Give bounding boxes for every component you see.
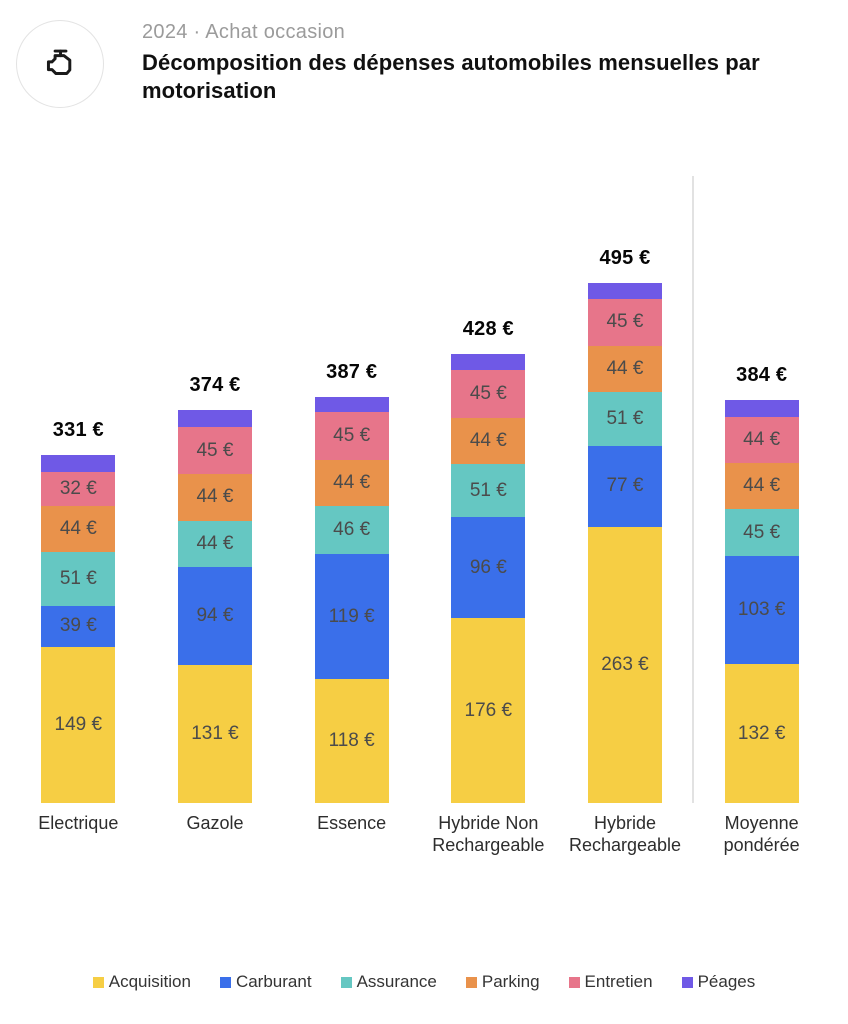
bar-segment-parking: 44 € [41, 505, 116, 552]
stacked-bar: 32 €44 €51 €39 €149 € [41, 455, 116, 803]
bar-segment-peages [587, 283, 662, 299]
chart: 331 €32 €44 €51 €39 €149 €374 €45 €44 €4… [10, 160, 830, 803]
bar-segment-carburant: 94 € [177, 566, 252, 666]
legend-swatch-icon [219, 976, 231, 988]
bar-segment-peages [724, 399, 799, 417]
chart-title: Décomposition des dépenses automobiles m… [142, 50, 760, 103]
engine-icon-badge [16, 20, 104, 108]
engine-icon [46, 49, 72, 75]
bar-segment-assurance: 46 € [314, 505, 389, 555]
stacked-bar: 45 €44 €51 €77 €263 € [587, 283, 662, 803]
bar-segment-entretien: 44 € [724, 416, 799, 463]
bar-segment-entretien: 45 € [451, 370, 526, 418]
bar-segment-assurance: 51 € [587, 392, 662, 446]
stacked-bar: 45 €44 €51 €96 €176 € [451, 353, 526, 803]
stacked-bar: 44 €44 €45 €103 €132 € [724, 399, 799, 803]
bar-column-hybride-non-rechargeable: 428 € 45 €44 €51 €96 €176 € [420, 160, 557, 803]
category-label-essence: Essence [317, 813, 387, 833]
total-label: 331 € [52, 419, 104, 442]
bar-segment-parking: 44 € [314, 459, 389, 506]
legend: Acquisition Carburant Assurance Parking Entr… [0, 972, 848, 992]
bar-segment-parking: 44 € [451, 417, 526, 464]
bar-segment-carburant: 39 € [41, 605, 116, 647]
legend-swatch-icon [340, 976, 352, 988]
total-label: 495 € [599, 247, 651, 270]
bar-segment-carburant: 119 € [314, 554, 389, 680]
bar-segment-entretien: 45 € [177, 427, 252, 475]
category-label-gazole: Gazole [186, 813, 244, 833]
bar-segment-peages [177, 410, 252, 428]
bar-segment-assurance: 51 € [451, 463, 526, 518]
legend-label: Parking [481, 972, 540, 991]
legend-item-assurance: Assurance [340, 972, 437, 992]
legend-item-peages: Péages [681, 972, 756, 992]
bar-segment-assurance: 44 € [177, 520, 252, 567]
bar-segment-acquisition: 118 € [314, 679, 389, 803]
average-separator-line [692, 176, 694, 803]
legend-swatch-icon [681, 976, 693, 988]
category-label-moyenne-ponderee: Moyenne pondérée [723, 813, 800, 855]
bar-segment-peages [451, 353, 526, 371]
bar-segment-carburant: 96 € [451, 517, 526, 619]
bar-segment-carburant: 77 € [587, 445, 662, 527]
bar-segment-acquisition: 263 € [587, 526, 662, 803]
total-label: 428 € [462, 317, 514, 340]
header: 2024 · Achat occasion Décomposition des … [16, 20, 828, 108]
header-text: 2024 · Achat occasion Décomposition des … [142, 20, 822, 105]
bar-segment-acquisition: 132 € [724, 664, 799, 803]
category-label-hybride-non-rechargeable: Hybride Non Rechargeable [432, 813, 545, 855]
bar-segment-parking: 44 € [724, 462, 799, 509]
bar-segment-entretien: 45 € [587, 298, 662, 347]
bar-segment-peages [314, 396, 389, 413]
stacked-bar: 45 €44 €46 €119 €118 € [314, 396, 389, 803]
bar-column-essence: 387 € 45 €44 €46 €119 €118 € [283, 160, 420, 803]
bar-column-moyenne-ponderee: 384 €44 €44 €45 €103 €132 € [693, 160, 830, 803]
legend-swatch-icon [465, 976, 477, 988]
bar-segment-peages [41, 455, 116, 473]
bar-segment-acquisition: 176 € [451, 618, 526, 803]
legend-item-parking: Parking [465, 972, 540, 992]
bar-column-hybride-rechargeable: 495 € 45 €44 €51 €77 €263 € [557, 160, 694, 803]
stacked-bar: 45 €44 €44 €94 €131 € [177, 410, 252, 803]
category-label-electrique: Electrique [38, 813, 119, 833]
category-label-hybride-rechargeable: Hybride Rechargeable [568, 813, 682, 855]
bar-segment-acquisition: 131 € [177, 665, 252, 803]
bar-column-electrique: 331 € 32 €44 €51 €39 €149 € [10, 160, 147, 803]
legend-label: Assurance [356, 972, 437, 991]
bar-segment-entretien: 45 € [314, 412, 389, 460]
bar-segment-parking: 44 € [177, 474, 252, 521]
bar-segment-parking: 44 € [587, 346, 662, 393]
bar-column-gazole: 374 €45 €44 €44 €94 €131 € [147, 160, 284, 803]
bar-segment-assurance: 45 € [724, 508, 799, 557]
total-label: 374 € [189, 374, 241, 397]
legend-label: Acquisition [108, 972, 191, 991]
legend-label: Carburant [235, 972, 312, 991]
chart-eyebrow: 2024 · Achat occasion [142, 21, 346, 43]
category-row: Electrique Gazole Essence Hybride Non Recha… [10, 812, 830, 856]
total-label: 387 € [326, 360, 378, 383]
bar-segment-acquisition: 149 € [41, 646, 116, 803]
bar-segment-assurance: 51 € [41, 551, 116, 606]
legend-swatch-icon [568, 976, 580, 988]
bars-row: 331 €32 €44 €51 €39 €149 €374 €45 €44 €4… [10, 160, 830, 803]
legend-label: Péages [697, 972, 756, 991]
legend-label: Entretien [584, 972, 653, 991]
legend-item-entretien: Entretien [568, 972, 653, 992]
bar-segment-entretien: 32 € [41, 472, 116, 506]
total-label: 384 € [736, 363, 788, 386]
legend-item-acquisition: Acquisition [92, 972, 191, 992]
legend-item-carburant: Carburant [219, 972, 312, 992]
legend-swatch-icon [92, 976, 104, 988]
bar-segment-carburant: 103 € [724, 556, 799, 665]
